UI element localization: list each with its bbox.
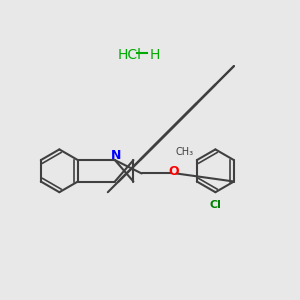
Text: O: O <box>168 166 179 178</box>
Text: CH₃: CH₃ <box>176 147 194 157</box>
Text: HCl: HCl <box>117 48 141 62</box>
Text: Cl: Cl <box>209 200 221 210</box>
Text: H: H <box>150 48 160 62</box>
Text: N: N <box>111 149 122 162</box>
